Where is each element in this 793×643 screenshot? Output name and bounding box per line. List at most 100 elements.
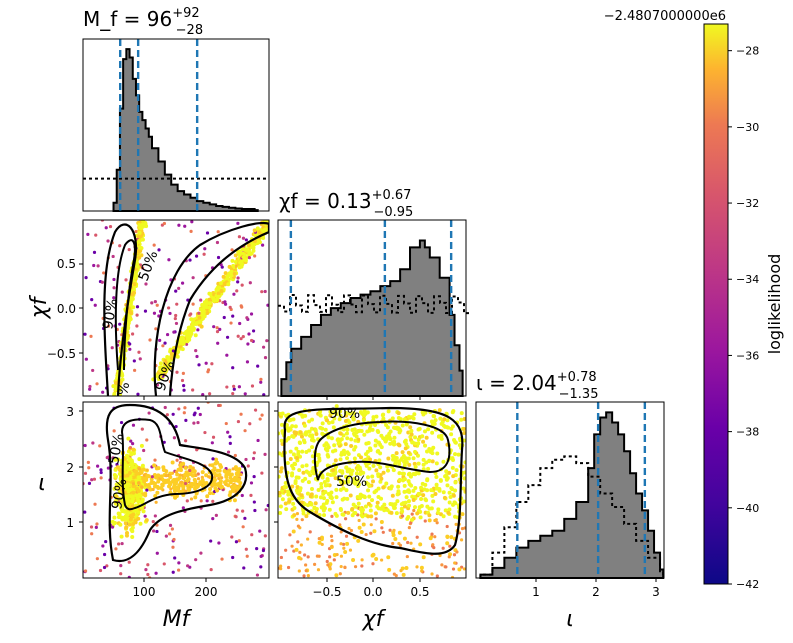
chif-iota-scatter-point — [346, 479, 351, 484]
mf-iota-scatter-point — [141, 467, 146, 472]
mf-chif-scatter-point — [205, 231, 210, 235]
colorbar-label: loglikelihood — [765, 254, 784, 355]
chif-iota-scatter-point — [341, 427, 346, 432]
chif-iota-scatter-point — [334, 404, 339, 409]
mf-chif-scatter-point — [182, 331, 187, 336]
chif-iota-scatter-point — [398, 543, 403, 548]
chif-iota-scatter-point — [280, 497, 285, 502]
chif-iota-scatter-point — [400, 423, 405, 428]
chif-iota-scatter-point — [298, 430, 303, 435]
chif-iota-scatter-point — [454, 522, 458, 526]
mf-iota-scatter-point — [266, 503, 269, 508]
mf-iota-scatter-point — [181, 476, 186, 481]
chif-iota-scatter-point — [301, 438, 306, 443]
mf-iota-scatter-point — [115, 502, 120, 507]
chif-iota-scatter-point — [434, 474, 439, 479]
chif-iota-scatter-point — [315, 554, 320, 558]
chif-iota-scatter-point — [394, 573, 398, 578]
ytick-p2-2: −0.5 — [47, 347, 76, 361]
mf-iota-scatter-point — [153, 458, 157, 462]
chif-iota-scatter-point — [349, 437, 354, 442]
chif-iota-scatter-point — [373, 443, 378, 448]
mf-iota-scatter-point — [151, 480, 156, 485]
chif-iota-scatter-point — [288, 457, 293, 462]
chif-iota-scatter-point — [343, 517, 348, 521]
chif-iota-scatter-point — [336, 476, 341, 481]
chif-iota-scatter-point — [345, 468, 350, 473]
mf-iota-scatter-point — [175, 486, 180, 491]
mf-chif-scatter-point — [84, 357, 88, 361]
mf-iota-scatter-point — [135, 471, 140, 476]
chif-iota-scatter-point — [286, 492, 291, 497]
mf-chif-scatter-point — [231, 314, 235, 318]
chif-iota-scatter-point — [278, 474, 281, 479]
mf-iota-scatter-point — [215, 460, 220, 465]
chif-iota-scatter-point — [290, 544, 294, 548]
mf-iota-scatter-point — [232, 498, 237, 503]
chif-iota-scatter-point — [451, 474, 456, 479]
chif-iota-scatter-point — [279, 412, 284, 417]
chif-iota-scatter-point — [291, 452, 296, 457]
chif-iota-scatter-point — [406, 450, 411, 455]
mf-iota-scatter-point — [205, 494, 210, 499]
chif-iota-scatter-point — [417, 505, 422, 510]
mf-chif-scatter-point — [150, 301, 154, 305]
mf-iota-scatter-point — [165, 413, 169, 417]
chif-iota-scatter-point — [371, 479, 376, 484]
chif-iota-scatter-point — [441, 490, 446, 495]
chif-iota-scatter-point — [446, 510, 451, 515]
mf-iota-scatter-point — [219, 465, 224, 470]
chif-iota-scatter-point — [368, 457, 373, 462]
chif-iota-scatter-point — [423, 497, 428, 502]
mf-chif-scatter-point — [104, 226, 108, 230]
chif-iota-scatter-point — [309, 426, 314, 431]
chif-iota-scatter-point — [291, 417, 296, 422]
mf-iota-scatter-point — [175, 458, 179, 462]
chif-iota-scatter-point — [357, 518, 361, 523]
chif-iota-scatter-point — [286, 565, 291, 570]
mf-chif-scatter-point — [248, 281, 252, 285]
mf-chif-scatter-point — [194, 349, 198, 353]
mf-iota-scatter-point — [177, 483, 182, 488]
contour-90-p5 — [283, 406, 464, 555]
mf-iota-scatter-point — [222, 468, 227, 473]
mf-iota-scatter-point — [263, 452, 267, 456]
chif-iota-scatter-point — [304, 569, 308, 573]
chif-iota-scatter-point — [421, 462, 426, 467]
chif-iota-scatter-point — [318, 495, 323, 500]
mf-iota-scatter-point — [156, 479, 161, 484]
mf-chif-scatter-point — [127, 247, 131, 252]
mf-iota-scatter-point — [234, 471, 239, 476]
mf-iota-scatter-point — [168, 475, 173, 480]
mf-iota-scatter-point — [151, 487, 155, 492]
mf-iota-scatter-point — [252, 451, 256, 455]
mf-chif-scatter-point — [135, 305, 140, 309]
mf-chif-scatter-point — [189, 312, 193, 316]
chif-iota-scatter-point — [366, 488, 371, 493]
mf-chif-scatter-point — [118, 322, 122, 326]
chif-iota-scatter-point — [388, 429, 393, 434]
chif-iota-scatter-point — [459, 417, 464, 422]
chif-iota-scatter-point — [332, 416, 337, 421]
mf-chif-scatter-point — [189, 229, 193, 233]
mf-chif-scatter-point — [88, 384, 92, 389]
mf-chif-scatter-point — [259, 380, 263, 384]
mf-iota-scatter-point — [98, 444, 102, 448]
mf-chif-scatter-point — [195, 354, 199, 359]
mf-chif-scatter-point — [200, 303, 205, 308]
chif-iota-scatter-point — [360, 564, 364, 568]
mf-chif-scatter-point — [249, 338, 254, 343]
mf-chif-scatter-point — [137, 238, 142, 243]
chif-iota-scatter-point — [371, 552, 376, 557]
chif-iota-scatter-point — [409, 483, 414, 488]
mf-iota-scatter-point — [99, 476, 103, 480]
contour-50-left — [114, 239, 136, 371]
chif-iota-scatter-point — [353, 565, 358, 569]
mf-iota-scatter-point — [120, 504, 125, 509]
chif-iota-scatter-point — [394, 511, 399, 516]
chif-iota-scatter-point — [437, 488, 442, 493]
mf-iota-scatter-point — [155, 551, 159, 555]
mf-iota-scatter-point — [229, 472, 234, 477]
contour-label-p2-4: % — [115, 381, 133, 397]
mf-iota-scatter-point — [239, 472, 243, 477]
